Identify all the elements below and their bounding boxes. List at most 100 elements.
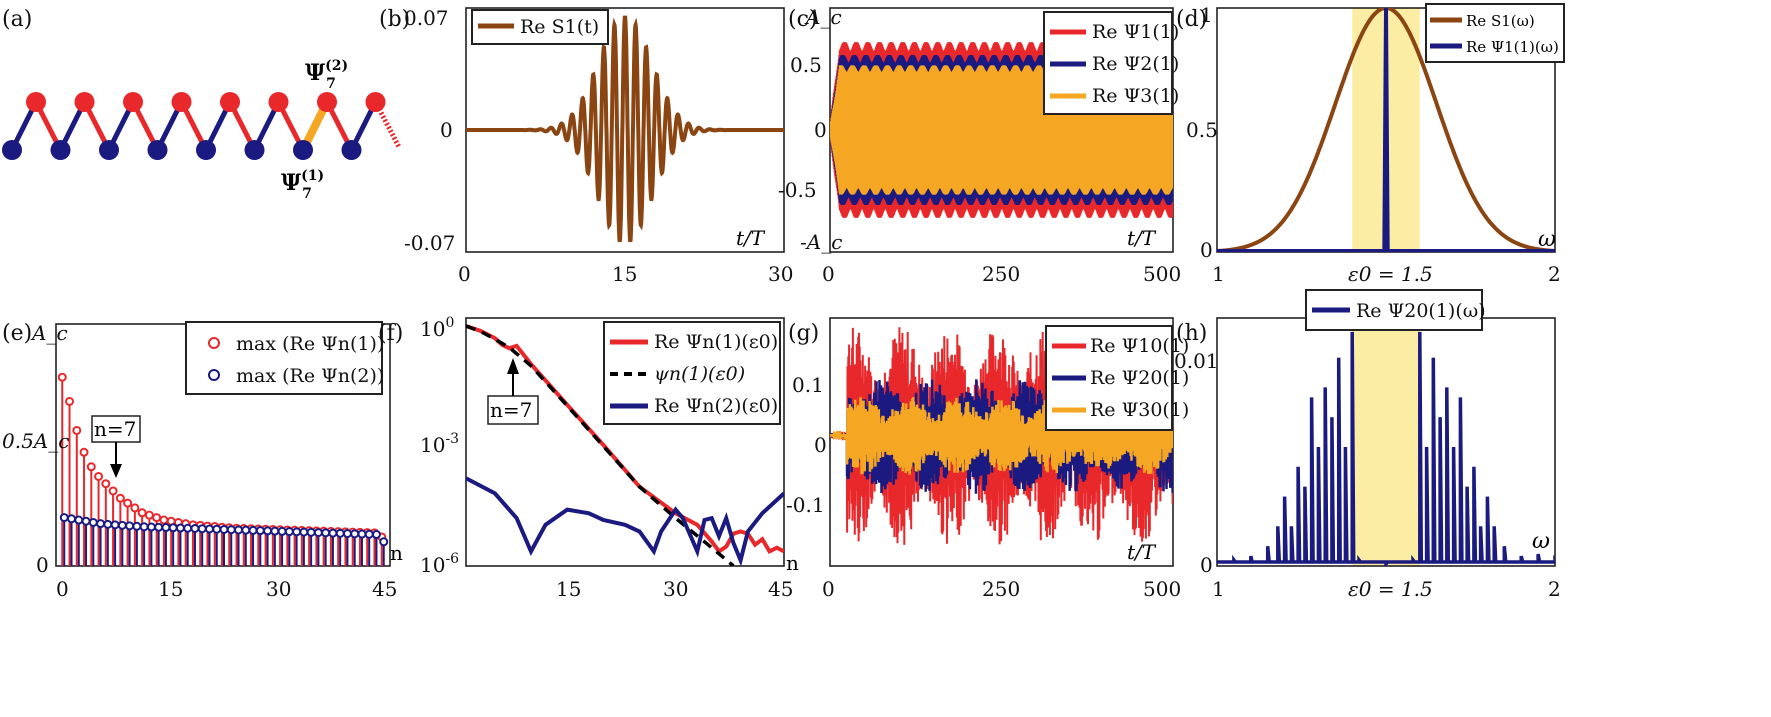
stem-marker-2: [132, 521, 142, 531]
b-xtick-0: 0: [458, 262, 471, 286]
b-legend: Re S1(t): [471, 9, 609, 45]
f-legend-1: Re Ψn(1)(ε0): [654, 331, 778, 353]
stem-marker-2: [103, 519, 113, 529]
h-xtick-1: 1: [1212, 577, 1225, 601]
g-ytick-m01: -0.1: [786, 493, 825, 517]
g-ytick-0: 0: [814, 433, 827, 457]
b-ytick-mid: 0: [440, 118, 453, 142]
panel-a-label: (a): [2, 7, 32, 32]
stem-marker-2: [328, 528, 338, 538]
panel-h: (h) 0.01 0 1 ε0 = 1.5 2 ω Re Ψ20(1)(ω): [1174, 289, 1561, 601]
b-xlabel: t/T: [736, 226, 766, 250]
e-ytick-half: 0.5A_c: [2, 429, 69, 453]
stem-marker-2: [139, 522, 149, 532]
d-xtick-2: 2: [1548, 262, 1561, 286]
series-f-2: [466, 324, 735, 566]
stem-marker-2: [154, 522, 164, 532]
stem-marker-2: [117, 520, 127, 530]
stem-marker-2: [379, 537, 389, 547]
stem-marker-1: [86, 462, 96, 472]
stem-marker-2: [204, 524, 214, 534]
f-annotation: n=7: [487, 358, 539, 425]
site-upper: [74, 92, 95, 112]
stem-marker-2: [306, 527, 316, 537]
stem-marker-2: [284, 527, 294, 537]
f-ytick-3: 10-3: [420, 431, 459, 457]
stem-marker-2: [96, 519, 106, 529]
site-upper: [123, 92, 143, 112]
label-psi7-1: Ψ(1) 7: [281, 168, 324, 202]
panel-a: (a) Ψ(2) 7 Ψ(1) 7: [2, 7, 402, 202]
g-legend-3: Re Ψ30(1): [1090, 399, 1189, 421]
f-legend: Re Ψn(1)(ε0) ψn(1)(ε0) Re Ψn(2)(ε0): [603, 321, 781, 425]
g-xtick-1: 250: [982, 577, 1020, 601]
panel-h-label: (h): [1176, 321, 1207, 346]
g-legend: Re Ψ10(1) Re Ψ20(1) Re Ψ30(1): [1045, 325, 1189, 431]
d-xtick-eps: ε0 = 1.5: [1348, 262, 1433, 286]
f-xlabel: n: [786, 551, 799, 575]
panel-g: (g) 0.1 0 -0.1 0 250 500 t/T Re Ψ10(1) R…: [786, 317, 1189, 601]
panel-e: (e) A_c 0.5A_c 0 0 15 30 45 n max (Re Ψn…: [2, 321, 403, 601]
panel-d: (d) 1 0.5 0 1 ε0 = 1.5 2 ω Re S1(ω) Re Ψ…: [1176, 3, 1565, 286]
stem-marker-2: [190, 523, 200, 533]
f-legend-2: ψn(1)(ε0): [654, 363, 745, 385]
e-xtick-0: 0: [56, 577, 69, 601]
c-ytick-m05: -0.5: [778, 178, 817, 202]
stem-marker-2: [321, 528, 331, 538]
stem-marker-1: [137, 508, 147, 518]
stem-marker-2: [241, 525, 251, 535]
stem-marker-1: [123, 498, 133, 508]
e-ytick-ac: A_c: [30, 321, 68, 345]
series-c-3: [830, 65, 1173, 195]
d-ytick-1: 1: [1200, 3, 1213, 27]
e-legend-2: max (Re Ψn(2)): [236, 365, 384, 387]
stem-marker-2: [263, 526, 273, 536]
c-ytick-mac: -A_c: [800, 230, 842, 254]
stem-marker-1: [65, 396, 75, 406]
f-xtick-15: 15: [556, 577, 581, 601]
e-xtick-1: 15: [158, 577, 183, 601]
site-upper: [171, 92, 192, 112]
panel-c: (c) A_c 0.5 0 -0.5 -A_c 0 250 500 t/T Re…: [778, 5, 1181, 286]
h-xtick-2: 2: [1548, 577, 1561, 601]
e-xtick-3: 45: [372, 577, 397, 601]
series-re-s1-omega: [1217, 8, 1555, 252]
panel-b: (b) 0.07 0 -0.07 0 15 30 t/T Re S1(t): [379, 6, 793, 286]
d-legend-2: Re Ψ1(1)(ω): [1466, 38, 1559, 56]
stem-marker-2: [88, 517, 98, 527]
g-legend-1: Re Ψ10(1): [1090, 335, 1189, 357]
series-f-1: [466, 324, 784, 555]
stem-marker-1: [115, 493, 125, 503]
h-xtick-eps: ε0 = 1.5: [1348, 577, 1433, 601]
c-legend-2: Re Ψ2(1): [1092, 53, 1179, 75]
stem-marker-2: [168, 523, 178, 533]
e-xtick-2: 30: [266, 577, 291, 601]
stem-marker-1: [57, 372, 67, 382]
stem-marker-1: [152, 513, 162, 523]
stem-marker-2: [299, 527, 309, 537]
e-annotation-text: n=7: [94, 417, 136, 441]
h-ytick-001: 0.01: [1174, 349, 1219, 373]
stem-marker-2: [292, 527, 302, 537]
band-h-shade: [1352, 318, 1420, 566]
f-xtick-30: 30: [663, 577, 688, 601]
axes-f: [465, 317, 785, 567]
site-upper: [26, 92, 46, 112]
stem-marker-2: [313, 528, 323, 538]
panel-d-label: (d): [1176, 7, 1207, 32]
stem-marker-2: [197, 524, 207, 534]
e-ytick-0: 0: [36, 553, 49, 577]
site-lower: [99, 140, 119, 160]
stem-marker-1: [159, 515, 169, 525]
stem-marker-1: [144, 510, 154, 520]
stem-marker-2: [59, 513, 69, 523]
h-xlabel: ω: [1532, 529, 1550, 554]
stem-marker-2: [161, 523, 171, 533]
c-xtick-2: 500: [1143, 262, 1181, 286]
stem-marker-1: [79, 447, 89, 457]
stem-marker-2: [255, 526, 265, 536]
f-legend-3: Re Ψn(2)(ε0): [654, 395, 778, 417]
g-xtick-0: 0: [822, 577, 835, 601]
c-xlabel: t/T: [1127, 226, 1157, 250]
d-ytick-0: 0: [1200, 238, 1213, 262]
